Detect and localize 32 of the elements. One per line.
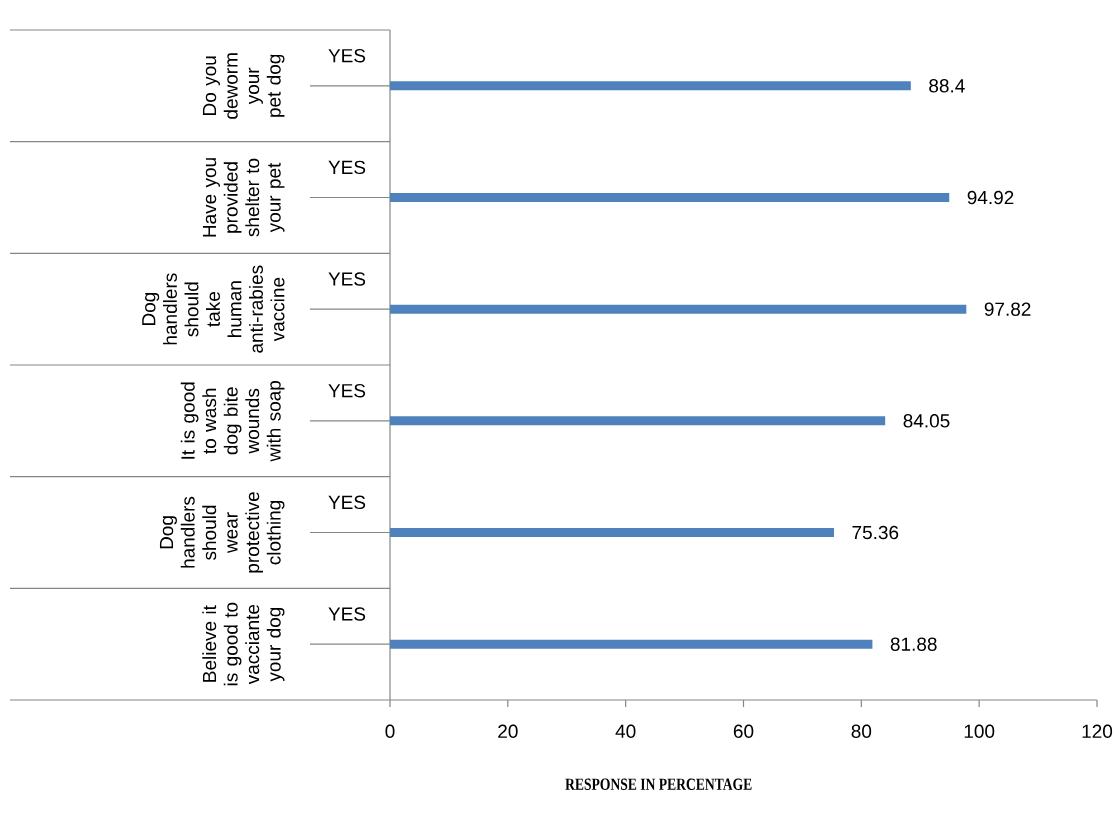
data-label: 75.36 — [852, 525, 899, 540]
data-label: 94.92 — [967, 190, 1014, 205]
y-tick-label: It is good to wash dog bite wounds with soap — [180, 380, 285, 462]
text: YES — [328, 48, 366, 63]
data-label: 97.82 — [984, 302, 1031, 316]
y-tick-label: Have you provided shelter to your pet — [202, 158, 285, 237]
x-tick-label: 80 — [851, 724, 872, 738]
x-tick-label: 40 — [615, 724, 636, 738]
x-tick-label: 20 — [498, 724, 518, 738]
bar — [390, 639, 873, 649]
y-tick-label: Believe it is good to vacciante your dog — [202, 602, 285, 686]
x-tick-label: 60 — [733, 724, 754, 738]
text: YES — [328, 607, 366, 621]
x-tick-label: 120 — [1082, 724, 1113, 738]
text: YES — [328, 160, 366, 175]
x-tick-label: 100 — [964, 724, 995, 738]
y-tick-label: Do you deworm your pet dog — [202, 53, 285, 119]
x-tick-label: 0 — [385, 724, 395, 738]
bar — [390, 304, 967, 314]
text: YES — [328, 272, 366, 286]
bar — [390, 193, 950, 202]
y-tick-label: Dog handlers should wear protective clothing — [159, 492, 285, 573]
bar — [390, 81, 911, 91]
text: YES — [328, 495, 366, 510]
bar — [390, 416, 886, 426]
data-label: 81.88 — [890, 637, 937, 651]
y-tick-label: Dog handlers should take human anti-rabies vaccine — [142, 265, 285, 353]
series-label: YES — [328, 383, 366, 398]
bar — [390, 528, 834, 537]
x-axis-title: RESPONSE IN PERCENTAGE — [565, 778, 752, 790]
data-label: 84.05 — [903, 414, 950, 428]
data-label: 88.4 — [929, 79, 965, 93]
